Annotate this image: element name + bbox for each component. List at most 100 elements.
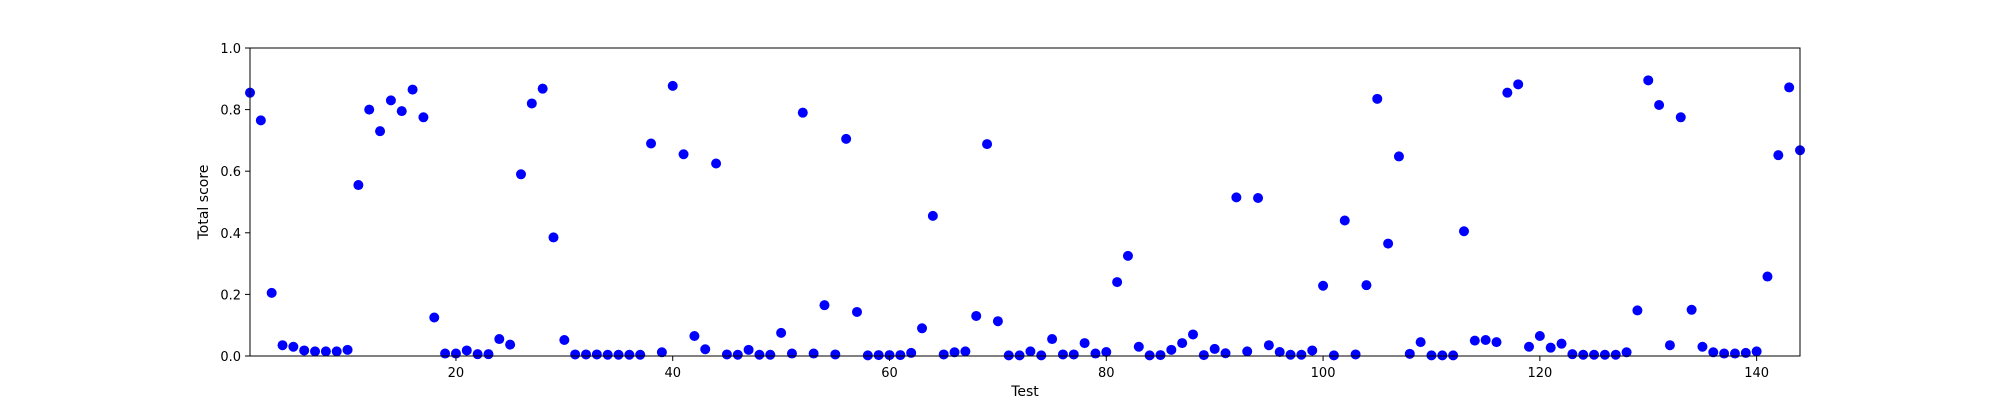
data-point — [1621, 347, 1632, 358]
data-point — [1166, 344, 1177, 355]
data-point — [765, 349, 776, 360]
data-point — [1003, 350, 1014, 361]
data-point — [385, 95, 396, 106]
x-tick-label: 140 — [1744, 366, 1769, 381]
data-point — [581, 349, 592, 360]
data-point — [418, 112, 429, 123]
data-point — [1101, 346, 1112, 357]
data-point — [1675, 112, 1686, 123]
data-point — [310, 346, 321, 357]
data-point — [364, 104, 375, 115]
data-point — [1177, 338, 1188, 349]
data-point — [927, 210, 938, 221]
data-point — [1740, 347, 1751, 358]
data-point — [754, 349, 765, 360]
data-point — [320, 346, 331, 357]
data-point — [1144, 350, 1155, 361]
data-point — [1480, 334, 1491, 345]
data-point — [1372, 93, 1383, 104]
data-point — [732, 349, 743, 360]
data-point — [1188, 329, 1199, 340]
data-point — [1751, 346, 1762, 357]
data-point — [624, 349, 635, 360]
data-point — [1090, 348, 1101, 359]
data-point — [1057, 349, 1068, 360]
data-point — [689, 330, 700, 341]
data-point — [1307, 345, 1318, 356]
data-point — [548, 232, 559, 243]
data-point — [1589, 349, 1600, 360]
x-tick-label: 100 — [1311, 366, 1336, 381]
data-point — [613, 349, 624, 360]
data-point — [1599, 349, 1610, 360]
data-point — [591, 349, 602, 360]
data-point — [407, 84, 418, 95]
data-point — [1014, 350, 1025, 361]
data-point — [559, 334, 570, 345]
data-point — [1654, 99, 1665, 110]
y-tick-label: 0.2 — [220, 288, 241, 303]
x-tick-label: 80 — [1098, 366, 1115, 381]
data-point — [1491, 337, 1502, 348]
y-tick-label: 0.8 — [220, 104, 241, 119]
data-point — [873, 350, 884, 361]
data-point — [646, 138, 657, 149]
data-point — [353, 180, 364, 191]
data-point — [461, 345, 472, 356]
x-axis-label: Test — [1010, 384, 1039, 400]
x-tick-label: 40 — [664, 366, 681, 381]
data-point — [483, 349, 494, 360]
data-point — [1545, 342, 1556, 353]
data-point — [1133, 341, 1144, 352]
data-point — [1068, 349, 1079, 360]
data-point — [1664, 340, 1675, 351]
data-point — [375, 126, 386, 137]
y-tick-label: 0.6 — [220, 165, 241, 180]
data-point — [472, 349, 483, 360]
data-point — [515, 169, 526, 180]
x-tick-label: 120 — [1527, 366, 1552, 381]
data-point — [299, 345, 310, 356]
data-point — [1328, 350, 1339, 361]
y-axis-label: Total score — [196, 165, 212, 241]
data-point — [917, 323, 928, 334]
data-point — [505, 339, 516, 350]
data-point — [1339, 215, 1350, 226]
data-point — [808, 348, 819, 359]
data-point — [1729, 348, 1740, 359]
x-tick-label: 60 — [881, 366, 898, 381]
data-point — [1610, 349, 1621, 360]
data-point — [255, 115, 266, 126]
x-tick-label: 20 — [448, 366, 465, 381]
plot-frame — [249, 47, 1801, 357]
y-tick-label: 1.0 — [220, 42, 241, 57]
data-point — [1458, 226, 1469, 237]
data-point — [288, 341, 299, 352]
data-point — [1719, 348, 1730, 359]
data-point — [960, 346, 971, 357]
data-point — [656, 347, 667, 358]
data-point — [1242, 346, 1253, 357]
y-tick-label: 0.0 — [220, 350, 241, 365]
data-point — [776, 327, 787, 338]
data-point — [819, 300, 830, 311]
data-point — [1686, 304, 1697, 315]
data-point — [1426, 350, 1437, 361]
data-point — [1393, 151, 1404, 162]
data-point — [1643, 75, 1654, 86]
data-point — [1773, 150, 1784, 161]
data-point — [1437, 350, 1448, 361]
data-point — [700, 344, 711, 355]
data-point — [743, 344, 754, 355]
y-tick-label: 0.4 — [220, 227, 241, 242]
data-points — [245, 75, 1805, 361]
data-point — [1469, 335, 1480, 346]
x-axis-ticks: 20 40 60 80 100 120 140 — [448, 356, 1769, 381]
data-point — [342, 344, 353, 355]
data-point — [1220, 348, 1231, 359]
data-point — [938, 349, 949, 360]
data-point — [635, 349, 646, 360]
data-point — [602, 349, 613, 360]
data-point — [1448, 350, 1459, 361]
